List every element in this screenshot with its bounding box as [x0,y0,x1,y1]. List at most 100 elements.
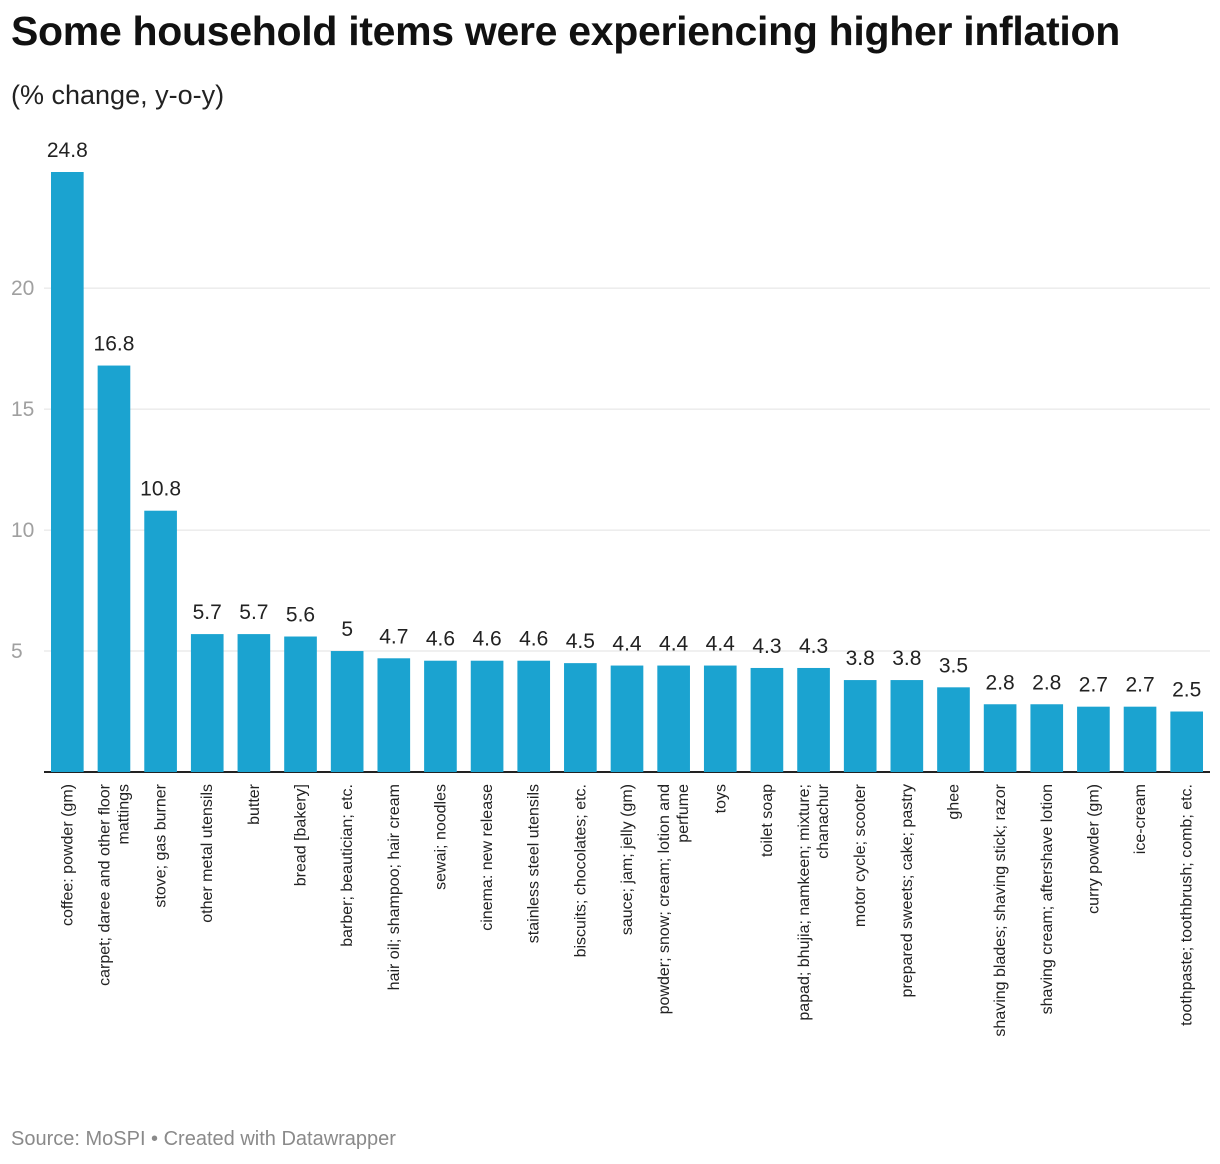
category-label: barber; beautician; etc. [339,784,356,947]
category-label-line: perfume [675,784,692,843]
bar [97,365,131,772]
category-label: carpet; daree and other floor mattings [96,783,132,986]
category-label-line: prepared sweets; cake; pastry [899,784,916,997]
bar [470,660,504,772]
category-label-line: ice-cream [1132,784,1149,854]
category-label-line: other metal utensils [199,784,216,923]
category-label-line: sauce; jam; jelly (gm) [619,784,636,935]
category-label-line: motor cycle; scooter [852,783,869,927]
bar-value-label: 3.8 [892,647,921,670]
bar-value-label: 4.5 [566,630,595,653]
bar-value-label: 4.7 [379,625,408,648]
category-label-line: coffee: powder (gm) [59,784,76,926]
bar-value-label: 4.3 [752,635,781,658]
category-labels: coffee: powder (gm) carpet; daree and oth… [59,783,1195,1036]
category-label: other metal utensils [199,784,216,923]
bar [843,680,877,772]
y-tick-label: 15 [11,398,34,421]
category-label: prepared sweets; cake; pastry [899,784,916,997]
category-label: motor cycle; scooter [852,783,869,927]
category-label-line: bread [bakery] [293,784,310,886]
category-label: shaving cream; aftershave lotion [1039,784,1056,1014]
bar-value-label: 2.8 [1032,671,1061,694]
bar [50,172,84,772]
category-label-line: mattings [115,784,132,844]
category-label: ghee [945,784,962,820]
bar-value-label: 5.6 [286,604,315,627]
bar [1123,706,1157,772]
bar [1030,704,1064,772]
source-footer: Source: MoSPI • Created with Datawrapper [11,1128,396,1150]
category-label: hair oil; shampoo; hair cream [386,784,403,990]
bar [190,634,224,772]
bar [1077,706,1110,772]
bar [517,660,551,772]
category-label-line: papad; bhujia; namkeen; mixture; [796,784,813,1021]
bar-value-label: 4.6 [519,628,548,651]
bar-value-label: 2.8 [986,671,1015,694]
category-label-line: stove; gas burner [153,783,170,907]
category-label: sauce; jam; jelly (gm) [619,784,636,935]
bar-value-label: 2.5 [1172,679,1201,702]
category-label: ice-cream [1132,784,1149,854]
category-label: toilet soap [759,784,776,857]
bar-value-label: 3.5 [939,654,968,677]
category-label-line: cinema: new release [479,784,496,931]
category-label-line: powder; snow; cream; lotion and [656,784,673,1014]
bar [983,704,1017,772]
bar-value-label: 16.8 [94,333,135,356]
category-label-line: sewai; noodles [432,784,449,890]
y-tick-label: 5 [11,640,23,663]
bar-value-label: 3.8 [846,647,875,670]
bar [564,663,597,772]
category-label-line: butter [246,783,263,825]
category-label: coffee: powder (gm) [59,784,76,926]
bar [1170,711,1204,772]
bar-value-label: 4.3 [799,635,828,658]
bar-value-label: 2.7 [1125,674,1154,697]
category-label: butter [246,783,263,825]
category-label-line: carpet; daree and other floor [96,783,113,986]
category-label: bread [bakery] [293,784,310,886]
category-label: biscuits; chocolates; etc. [572,784,589,957]
category-label-line: shaving blades; shaving stick; razor [992,783,1009,1036]
bar [797,667,830,772]
bars [50,172,1204,772]
category-label: toys [712,784,729,813]
category-label: shaving blades; shaving stick; razor [992,783,1009,1036]
bar-value-label: 4.6 [426,628,455,651]
category-label-line: toothpaste; toothbrush; comb; etc. [1179,784,1196,1026]
category-label-line: toys [712,784,729,813]
category-label-line: ghee [945,784,962,820]
category-label-line: toilet soap [759,784,776,857]
category-label: cinema: new release [479,784,496,931]
bar-value-label: 4.4 [612,633,642,656]
category-label: curry powder (gm) [1085,784,1102,914]
category-label: stove; gas burner [153,783,170,907]
bar-value-label: 4.4 [659,633,689,656]
category-label-line: hair oil; shampoo; hair cream [386,784,403,990]
category-label: toothpaste; toothbrush; comb; etc. [1179,784,1196,1026]
bar-value-label: 4.4 [706,633,736,656]
category-label-line: barber; beautician; etc. [339,784,356,947]
category-label: powder; snow; cream; lotion and perfume [656,784,692,1014]
bar [237,634,271,772]
category-label: stainless steel utensils [526,784,543,943]
category-label-line: chanachur [815,783,832,858]
category-label-line: biscuits; chocolates; etc. [572,784,589,957]
category-label: papad; bhujia; namkeen; mixture; chanachu… [796,783,832,1020]
category-label: sewai; noodles [432,784,449,890]
category-label-line: shaving cream; aftershave lotion [1039,784,1056,1014]
bar-value-label: 2.7 [1079,674,1108,697]
value-labels: 24.8 16.8 10.8 5.7 5.7 5.6 5 4.7 4.6 4.6 4.6 4.5 4.4… [47,139,1201,702]
bar [657,665,690,772]
category-label-line: curry powder (gm) [1085,784,1102,914]
bar [330,651,364,772]
category-label-line: stainless steel utensils [526,784,543,943]
bar [424,660,457,772]
bar-value-label: 5.7 [193,601,222,624]
bar [144,510,177,772]
bar [750,667,784,772]
bar [890,680,924,772]
